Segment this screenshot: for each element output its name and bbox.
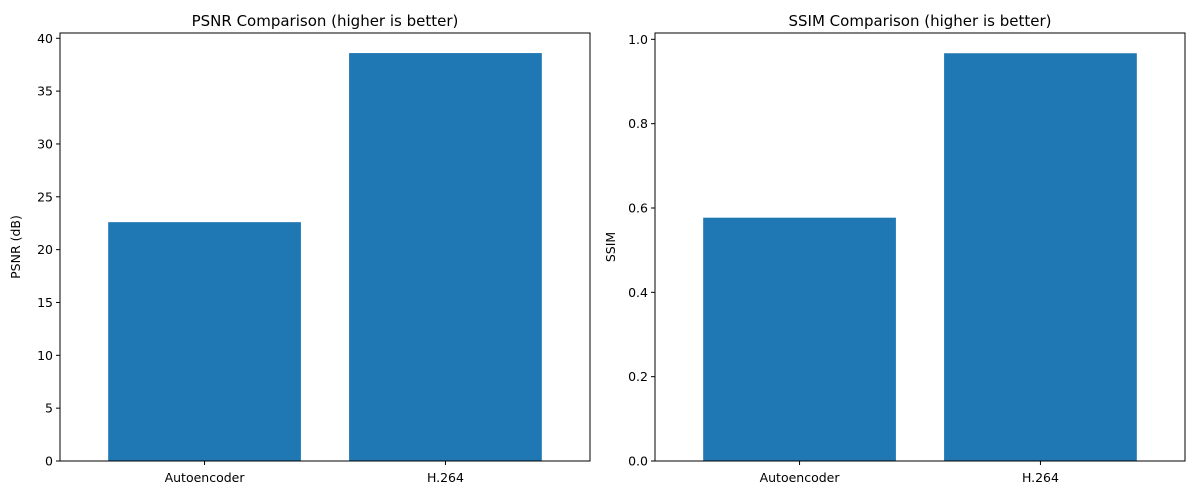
psnr-y-tick-label: 20 [37,242,53,257]
ssim-y-axis-label: SSIM [603,232,618,262]
ssim-chart: SSIM Comparison (higher is better) SSIM … [603,12,1186,485]
psnr-chart: PSNR Comparison (higher is better) PSNR … [8,12,591,485]
ssim-chart-title: SSIM Comparison (higher is better) [789,12,1052,30]
ssim-y-tick-label: 0.2 [628,369,648,384]
psnr-y-tick-label: 25 [37,189,53,204]
ssim-ticks: Autoencoder H.264 0.0 0.2 0.4 0.6 0.8 1.0 [628,32,1059,485]
ssim-plot-frame [654,32,1186,462]
psnr-y-tick-label: 15 [37,295,53,310]
ssim-y-tick-label: 0.0 [628,454,648,469]
psnr-x-tick-label: H.264 [427,470,464,485]
ssim-bar-autoencoder [703,217,896,461]
psnr-y-tick-label: 5 [45,401,53,416]
psnr-bars [108,53,542,462]
psnr-x-tick-label: Autoencoder [165,470,246,485]
ssim-x-tick-label: Autoencoder [760,470,841,485]
ssim-y-tick-label: 1.0 [628,32,648,47]
ssim-y-tick-label: 0.4 [628,285,648,300]
ssim-x-tick-label: H.264 [1022,470,1059,485]
ssim-y-tick-label: 0.6 [628,200,648,215]
ssim-bar-h-264 [944,53,1137,462]
psnr-y-tick-label: 10 [37,348,53,363]
psnr-plot-frame [59,32,591,462]
psnr-y-tick-label: 30 [37,136,53,151]
ssim-bars [703,53,1137,462]
ssim-y-tick-label: 0.8 [628,116,648,131]
psnr-chart-title: PSNR Comparison (higher is better) [192,12,459,30]
psnr-y-tick-label: 0 [45,454,53,469]
psnr-y-tick-label: 35 [37,84,53,99]
psnr-y-tick-label: 40 [37,31,53,46]
psnr-bar-h-264 [349,53,542,462]
psnr-bar-autoencoder [108,222,301,461]
psnr-ticks: Autoencoder H.264 0 5 10 15 20 25 30 35 40 [37,31,464,485]
psnr-y-axis-label: PSNR (dB) [8,215,23,279]
